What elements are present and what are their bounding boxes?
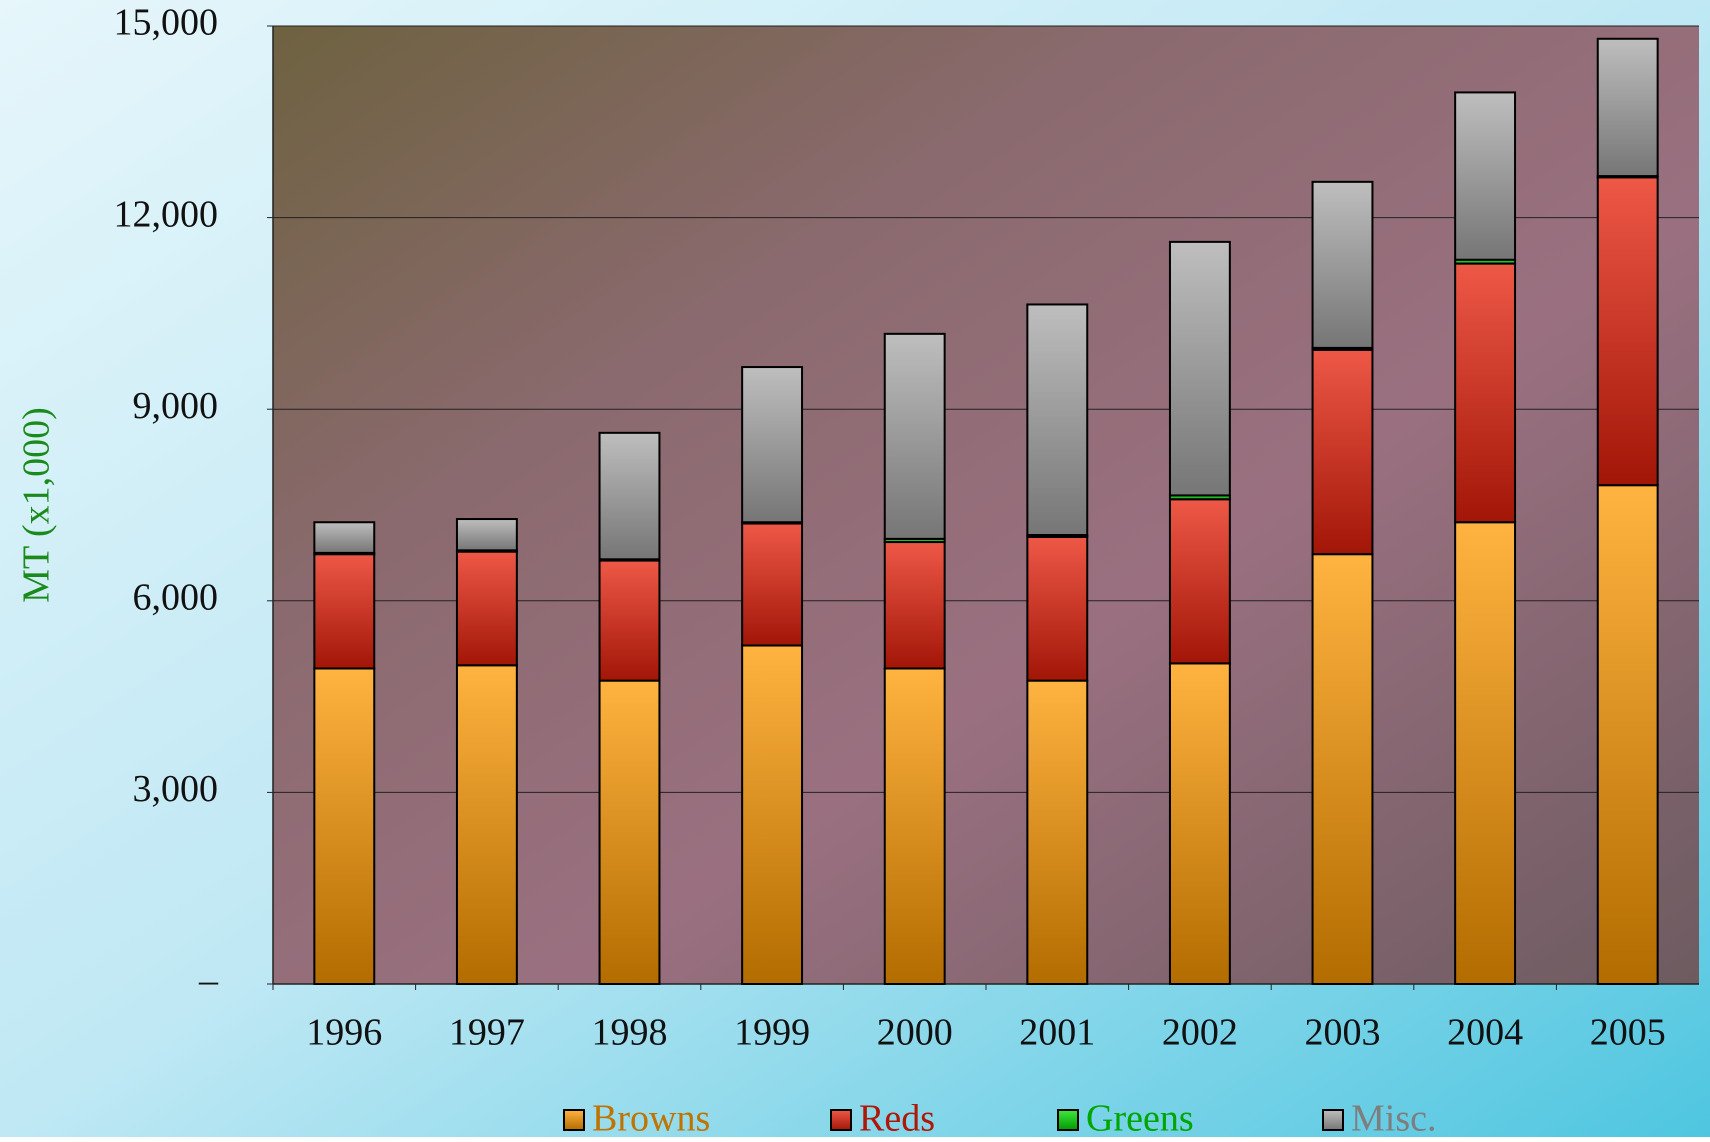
bar-segment — [1454, 521, 1517, 986]
y-tick-label: – — [198, 960, 219, 1002]
bar-segment — [1311, 180, 1374, 349]
bar-segment — [741, 366, 804, 524]
y-tick-label: 3,000 — [133, 768, 219, 810]
y-tick-label: 15,000 — [114, 2, 219, 44]
bar-segment — [1454, 91, 1517, 261]
bar-segment — [1596, 484, 1659, 985]
legend-label: Browns — [592, 1098, 710, 1137]
y-tick-label: 6,000 — [133, 577, 219, 619]
bar-segment — [1311, 553, 1374, 985]
bar-segment — [1026, 535, 1089, 682]
bar-segment — [1026, 303, 1089, 537]
bar-segment — [455, 550, 518, 667]
x-tick-label: 2000 — [877, 1012, 953, 1054]
legend-label: Misc. — [1351, 1098, 1437, 1137]
bar-segment — [1311, 348, 1374, 556]
legend-swatch — [1322, 1109, 1344, 1131]
bar-segment — [1026, 679, 1089, 986]
legend-swatch — [830, 1109, 852, 1131]
y-tick-label: 9,000 — [133, 385, 219, 427]
x-tick-label: 1999 — [734, 1012, 810, 1054]
bar-segment — [741, 644, 804, 985]
bar-segment — [313, 667, 376, 985]
bar-segment — [883, 667, 946, 985]
x-tick-label: 2002 — [1162, 1012, 1238, 1054]
bar-segment — [883, 541, 946, 670]
y-axis-label: MT (x1,000) — [16, 407, 58, 603]
legend-label: Reds — [859, 1098, 935, 1137]
bar-segment — [1596, 176, 1659, 487]
bar-segment — [883, 332, 946, 540]
bar-segment — [1168, 498, 1231, 665]
legend-label: Greens — [1086, 1098, 1194, 1137]
y-tick-label: 12,000 — [114, 193, 219, 235]
bar-segment — [598, 679, 661, 986]
bar-segment — [741, 522, 804, 647]
bar-segment — [598, 559, 661, 682]
x-tick-label: 1998 — [592, 1012, 668, 1054]
legend-swatch — [1057, 1109, 1079, 1131]
x-tick-label: 2003 — [1305, 1012, 1381, 1054]
x-tick-label: 2004 — [1447, 1012, 1523, 1054]
bar-segment — [455, 664, 518, 986]
bar-segment — [1168, 662, 1231, 985]
bar-segment — [598, 431, 661, 561]
bar-segment — [313, 521, 376, 554]
x-tick-label: 2001 — [1019, 1012, 1095, 1054]
bar-segment — [1168, 240, 1231, 497]
legend-swatch — [563, 1109, 585, 1131]
x-tick-label: 1996 — [306, 1012, 382, 1054]
x-tick-label: 1997 — [449, 1012, 525, 1054]
bar-segment — [313, 553, 376, 670]
bar-segment — [1454, 262, 1517, 524]
x-tick-label: 2005 — [1590, 1012, 1666, 1054]
bar-segment — [1596, 37, 1659, 178]
bar-segment — [455, 518, 518, 552]
